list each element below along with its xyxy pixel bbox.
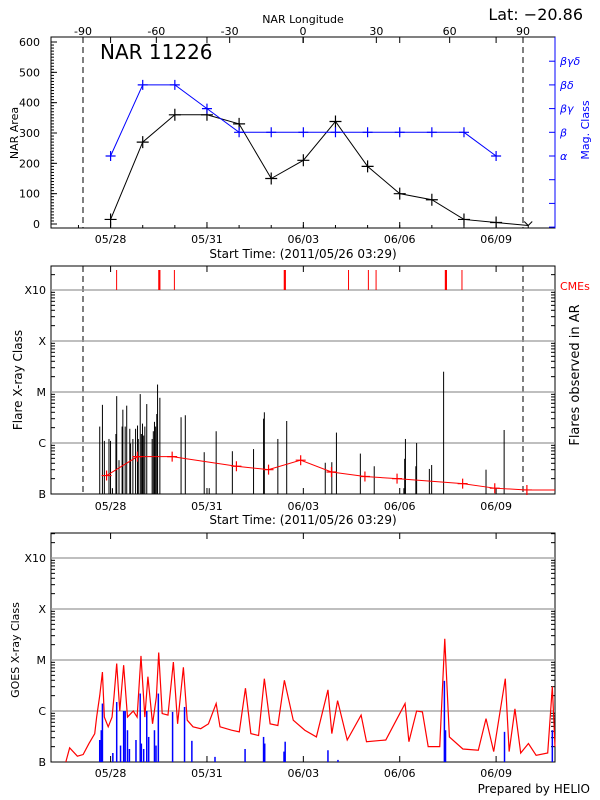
flare-average-point: [101, 470, 112, 481]
y-tick-label: M: [37, 386, 47, 399]
y-tick-label: 200: [19, 157, 40, 170]
y-tick-label: 400: [19, 97, 40, 110]
nar-area-point: [393, 187, 406, 200]
mag-class-point: [105, 151, 116, 161]
mag-class-tick-label: βδ: [559, 79, 574, 92]
y-tick-label: 300: [19, 127, 40, 140]
y-tick-label: 100: [19, 188, 40, 201]
flare-average-point: [295, 455, 306, 466]
x-tick-label: 06/06: [384, 500, 416, 513]
flare-average-point: [392, 473, 403, 484]
y-tick-label: 500: [19, 66, 40, 79]
mag-class-point: [201, 103, 212, 114]
y-tick-label: B: [38, 488, 46, 501]
x-tick-label: 06/06: [384, 233, 416, 246]
x-tick-label: 06/09: [480, 767, 512, 780]
latitude-label: Lat: −20.86: [488, 5, 583, 24]
y-tick-label: X10: [24, 552, 46, 565]
x-tick-label: 05/28: [95, 767, 127, 780]
x-tick-label: 06/09: [480, 233, 512, 246]
top-tick-label: 90: [516, 25, 530, 38]
y2-axis-label-mag-class: Mag. Class: [579, 100, 592, 159]
top-tick-label: 30: [369, 25, 383, 38]
nar-area-point: [457, 213, 470, 226]
mag-class-point: [298, 127, 309, 138]
flare-average-point: [167, 451, 178, 462]
top-tick-label: 60: [443, 25, 457, 38]
y-tick-label: C: [38, 437, 46, 450]
x-axis-label-p2: Start Time: (2011/05/26 03:29): [209, 513, 396, 527]
mag-class-tick-label: βγδ: [559, 55, 581, 68]
y-axis-label-flare-class: Flare X-ray Class: [11, 330, 25, 430]
top-tick-label: -30: [221, 25, 239, 38]
top-tick-label: -90: [74, 25, 92, 38]
mag-class-point: [137, 79, 148, 90]
mag-class-point: [362, 127, 373, 138]
y-tick-label: B: [38, 756, 46, 769]
mag-class-point: [458, 127, 469, 138]
x-tick-label: 06/09: [480, 500, 512, 513]
nar-area-point: [329, 115, 342, 128]
flare-average-point: [521, 484, 532, 495]
cme-label: CMEs: [560, 280, 590, 293]
chart-title: NAR 11226: [100, 40, 213, 64]
goes-long-channel-line: [65, 638, 556, 763]
y-axis-label-goes-class: GOES X-ray Class: [9, 602, 22, 698]
y-axis-label-nar-area: NAR Area: [8, 107, 21, 159]
flare-average-point: [231, 461, 242, 472]
flare-average-point: [489, 483, 500, 494]
x-tick-label: 05/31: [191, 767, 223, 780]
top-tick-label: 0: [300, 25, 307, 38]
x-tick-label: 05/28: [95, 233, 127, 246]
mag-class-point: [169, 79, 180, 90]
x-axis-label-p1: Start Time: (2011/05/26 03:29): [209, 247, 396, 261]
nar-area-point: [361, 160, 374, 173]
x-tick-label: 05/31: [191, 500, 223, 513]
mag-class-point: [234, 127, 245, 138]
mag-class-point: [394, 127, 405, 138]
x-tick-label: 05/28: [95, 500, 127, 513]
nar-area-point: [104, 213, 117, 226]
mag-class-point: [491, 151, 502, 161]
mag-class-point: [266, 127, 277, 138]
nar-area-point: [136, 136, 149, 149]
flare-average-point: [359, 471, 370, 482]
mag-class-point: [330, 127, 341, 138]
y-tick-label: C: [38, 705, 46, 718]
x-tick-label: 05/31: [191, 233, 223, 246]
nar-area-point: [490, 216, 503, 229]
flare-average-point: [132, 451, 143, 462]
flare-average-point: [457, 478, 468, 489]
y-tick-label: 600: [19, 36, 40, 49]
nar-area-point: [297, 154, 310, 167]
flare-average-point: [326, 467, 337, 477]
x-tick-label: 06/03: [287, 767, 319, 780]
footer-prepared-by: Prepared by HELIO: [478, 782, 590, 796]
x-tick-label: 06/03: [287, 233, 319, 246]
y-tick-label: 0: [33, 218, 40, 231]
nar-area-point: [523, 221, 533, 227]
top-tick-label: -60: [147, 25, 165, 38]
flare-average-point: [263, 464, 274, 475]
nar-area-point: [168, 108, 181, 121]
mag-class-tick-label: β: [559, 126, 567, 139]
y-tick-label: X10: [24, 284, 46, 297]
y2-axis-label-flares-observed: Flares observed in AR: [568, 304, 583, 445]
nar-area-point: [265, 172, 278, 185]
mag-class-point: [426, 127, 437, 138]
y-tick-label: X: [38, 603, 46, 616]
y-tick-label: X: [38, 335, 46, 348]
y-tick-label: M: [37, 654, 47, 667]
mag-class-tick-label: βγ: [559, 103, 574, 116]
nar-area-point: [425, 193, 438, 206]
x-tick-label: 06/06: [384, 767, 416, 780]
x-tick-label: 06/03: [287, 500, 319, 513]
mag-class-tick-label: α: [560, 150, 568, 163]
top-axis-label: NAR Longitude: [262, 13, 344, 26]
